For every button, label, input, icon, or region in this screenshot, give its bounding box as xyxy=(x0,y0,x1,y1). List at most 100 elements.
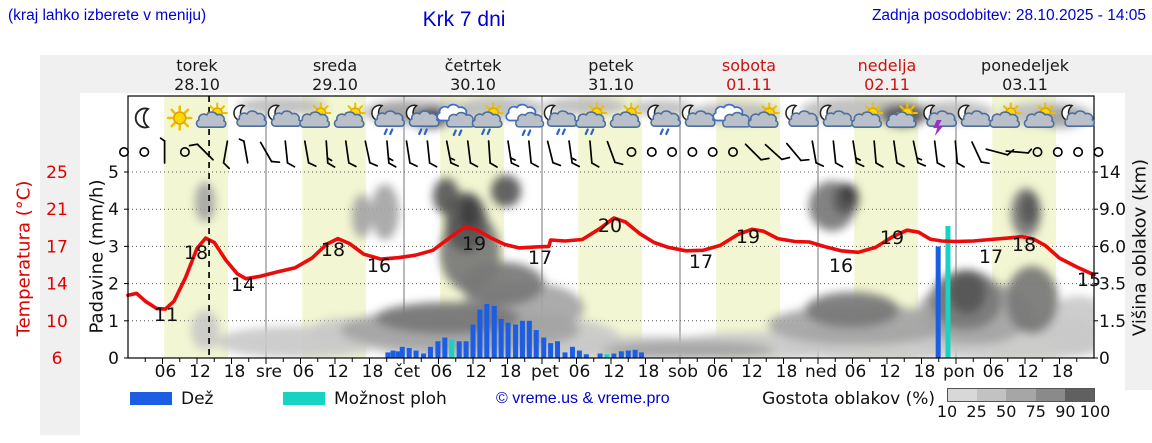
day-header-band xyxy=(45,55,1152,93)
cloud-height-tick-label: 1.5 xyxy=(1099,312,1126,332)
cloud-height-tick-label: 14 xyxy=(1099,163,1121,183)
wind-calm-icon xyxy=(1052,147,1063,157)
day-date: 30.10 xyxy=(450,75,496,94)
shower-bar xyxy=(945,225,951,358)
temperature-curve xyxy=(126,216,1096,311)
temp-value-label: 16 xyxy=(829,255,853,277)
wind-calm-icon xyxy=(707,147,718,157)
temp-value-label: 11 xyxy=(154,304,178,326)
weather-icon-sun-cloud-rain xyxy=(575,102,608,136)
rain-bar xyxy=(427,346,433,358)
x-axis-label: čet xyxy=(394,362,421,382)
last-update: Zadnja posodobitev: 28.10.2025 - 14:05 xyxy=(871,7,1146,24)
rain-bar xyxy=(390,350,396,358)
rain-bar xyxy=(519,320,525,358)
location-hint: (kraj lahko izberete v meniju) xyxy=(8,7,207,24)
page-title: Krk 7 dni xyxy=(422,8,506,31)
rain-bar xyxy=(385,352,391,358)
weather-icon-sun-cloud xyxy=(1023,102,1056,128)
showers-legend-swatch xyxy=(283,392,325,405)
rain-bar xyxy=(463,341,469,358)
day-date: 31.10 xyxy=(588,75,634,94)
weather-icon-sun-cloud xyxy=(195,102,228,128)
x-axis-labels: 06 12 18 sre 06 12 18 čet 06 12 18 pet 06 12 18 sob 06 12… xyxy=(155,362,1074,382)
left-axis-panel xyxy=(40,55,80,435)
cloud-height-axis-title: Višina oblakov (km) xyxy=(1129,158,1151,337)
rain-bar xyxy=(562,352,568,358)
cloud-density-scale-label: 10 xyxy=(936,402,958,421)
day-date: 02.11 xyxy=(864,75,910,94)
credit-link[interactable]: © vreme.us & vreme.pro xyxy=(496,390,670,407)
wind-calm-icon xyxy=(139,147,150,157)
wind-barb-icon xyxy=(606,140,624,166)
weather-icon-sun-cloud-rain xyxy=(471,102,504,136)
rain-bar xyxy=(569,346,575,358)
day-header-četrtek: četrtek 30.10 xyxy=(404,56,542,94)
precipitation-tick-label: 1 xyxy=(108,312,119,332)
temp-value-label: 20 xyxy=(598,215,622,237)
rain-bar xyxy=(399,346,405,358)
wind-barb-icon xyxy=(386,140,397,168)
x-axis-label: 12 xyxy=(327,362,349,382)
rain-bar xyxy=(484,304,490,358)
rain-bar xyxy=(413,350,419,358)
x-axis-label: 06 xyxy=(845,362,867,382)
weather-icon-moon-cloud xyxy=(681,104,716,127)
x-axis-label: 12 xyxy=(189,362,211,382)
rain-bar xyxy=(470,324,476,358)
precipitation-tick-label: 5 xyxy=(108,163,119,183)
weather-icon-moon-cloud xyxy=(233,104,268,127)
day-name: ponedeljek xyxy=(981,56,1069,75)
cloud-density-gradient-cell xyxy=(1006,389,1036,401)
wind-barb-icon xyxy=(971,141,990,165)
wind-barb-icon xyxy=(222,140,231,170)
day-name: nedelja xyxy=(857,56,917,75)
x-axis-label: pet xyxy=(531,362,559,382)
temp-value-label: 18 xyxy=(321,239,345,261)
x-axis-label: 12 xyxy=(741,362,763,382)
axis-ticks xyxy=(124,171,1098,364)
temp-value-label: 15 xyxy=(1077,269,1101,291)
precipitation-tick-label: 2 xyxy=(108,275,119,295)
shower-bar xyxy=(604,354,610,358)
cloud-density-gradient-cell xyxy=(948,389,978,401)
x-axis-label: 18 xyxy=(776,362,798,382)
cloud-height-tick-label: 9.0 xyxy=(1099,200,1126,220)
temp-value-label: 17 xyxy=(689,251,713,273)
wind-barb-icon xyxy=(589,140,600,168)
x-axis-label: 12 xyxy=(465,362,487,382)
day-header-sreda: sreda 29.10 xyxy=(266,56,404,94)
weather-icon-moon-cloud-rain xyxy=(543,104,578,136)
weather-icon-sun-cloud xyxy=(747,102,780,128)
temperature-value-labels: 11 18 14 18 16 19 17 20 17 19 16 19 17 18 15 xyxy=(154,215,1101,326)
weather-icon-moon xyxy=(134,107,150,129)
weather-icon-sun-cloud xyxy=(333,102,366,128)
weather-icon-moon-cloud-storm xyxy=(923,104,958,136)
wind-barb-icon xyxy=(985,148,1015,156)
day-name: sobota xyxy=(721,56,777,75)
weather-icon-moon-cloud xyxy=(819,104,854,127)
temp-value-label: 16 xyxy=(367,255,391,277)
x-axis-label: 06 xyxy=(431,362,453,382)
wind-barb-icon xyxy=(344,140,357,168)
temperature-axis-title: Temperatura (°C) xyxy=(13,180,35,337)
cloud-density-scale-label: 90 xyxy=(1055,402,1076,421)
wind-barb-icon xyxy=(912,140,927,167)
temp-value-label: 14 xyxy=(231,274,255,296)
wind-barbs xyxy=(119,137,1104,170)
rain-bar xyxy=(421,353,427,358)
precipitation-tick-label: 3 xyxy=(108,237,119,257)
wind-calm-icon xyxy=(667,147,678,157)
weather-icon-sun-cloud xyxy=(851,102,884,128)
weather-icon-clouds xyxy=(712,103,752,128)
wind-barb-icon xyxy=(546,140,562,167)
rain-bar xyxy=(498,318,504,358)
rain-bar xyxy=(625,350,631,358)
rain-bar xyxy=(935,246,941,358)
x-axis-label: sob xyxy=(668,362,698,382)
cloud-height-tick-label: 0 xyxy=(1099,349,1110,369)
wind-barb-icon xyxy=(568,140,581,168)
wind-calm-icon xyxy=(179,147,190,157)
wind-barb-icon xyxy=(426,140,438,168)
